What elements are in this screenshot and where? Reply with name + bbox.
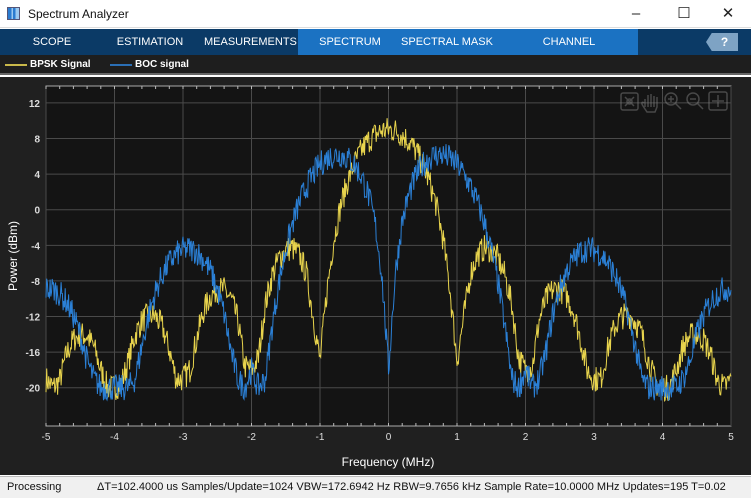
x-tick-label: -2 [247,432,256,443]
tab-scope[interactable]: SCOPE [32,36,72,48]
y-tick-label: -4 [31,241,40,252]
y-tick-label: 4 [34,170,40,181]
y-tick-label: -20 [26,384,41,395]
title-bar: Spectrum Analyzer – ☐ ✕ [0,0,751,28]
status-bar: Processing ΔT=102.4000 us Samples/Update… [0,476,751,498]
x-tick-label: -4 [110,432,119,443]
series-lines [45,118,732,403]
tab-estimation[interactable]: ESTIMATION [116,36,184,48]
autoscale-icon[interactable] [708,91,728,111]
x-axis-label: Frequency (MHz) [342,455,435,469]
y-axis-label: Power (dBm) [6,221,20,291]
help-button[interactable]: ? [706,33,738,51]
x-tick-label: 0 [386,432,392,443]
legend-label: BPSK Signal [30,59,91,70]
app-icon [7,7,20,20]
tab-spectrum[interactable]: SPECTRUM [319,36,381,48]
status-state: Processing [7,481,62,493]
pan-hand-icon[interactable] [641,94,658,113]
status-details: ΔT=102.4000 us Samples/Update=1024 VBW=1… [97,481,726,493]
series-line-boc [45,144,732,402]
x-tick-label: 3 [591,432,597,443]
plot-toolbar [620,91,728,113]
y-tick-label: -16 [26,348,41,359]
x-tick-label: 2 [523,432,529,443]
minimize-button[interactable]: – [631,5,641,22]
window-title: Spectrum Analyzer [28,7,129,21]
legend-item-boc[interactable]: BOC signal [110,59,189,70]
x-tick-label: 5 [728,432,734,443]
legend-label: BOC signal [135,59,189,70]
tab-spectral-mask[interactable]: SPECTRAL MASK [401,36,493,48]
tab-measurements[interactable]: MEASUREMENTS [204,36,297,48]
y-tick-label: 12 [29,99,41,110]
zoom-reset-icon[interactable] [620,92,639,111]
maximize-button[interactable]: ☐ [677,5,691,22]
x-tick-label: 1 [454,432,460,443]
y-tick-label: 0 [34,206,40,217]
toolstrip: SCOPE ESTIMATION MEASUREMENTS SPECTRUM S… [0,29,751,74]
legend-item-bpsk[interactable]: BPSK Signal [5,59,91,70]
zoom-out-icon[interactable] [686,92,704,110]
y-tick-label: 8 [34,135,40,146]
spectrum-section [298,29,638,55]
y-tick-label: -12 [26,313,41,324]
x-tick-label: -5 [42,432,51,443]
legend: BPSK Signal BOC signal [0,55,751,75]
close-button[interactable]: ✕ [721,5,735,22]
zoom-in-icon[interactable] [664,92,682,110]
tab-channel-measurements[interactable]: CHANNEL MEASUREMENTS [523,36,616,74]
x-tick-label: 4 [660,432,666,443]
plot-panel: -5 -4 -3 -2 -1 0 1 2 3 4 5 -20 -16 -12 -8 -4 0 4 8 12 Frequ… [0,77,751,475]
x-tick-label: -3 [179,432,188,443]
x-tick-label: -1 [316,432,325,443]
series-line-bpsk [45,118,732,403]
y-tick-label: -8 [31,277,40,288]
